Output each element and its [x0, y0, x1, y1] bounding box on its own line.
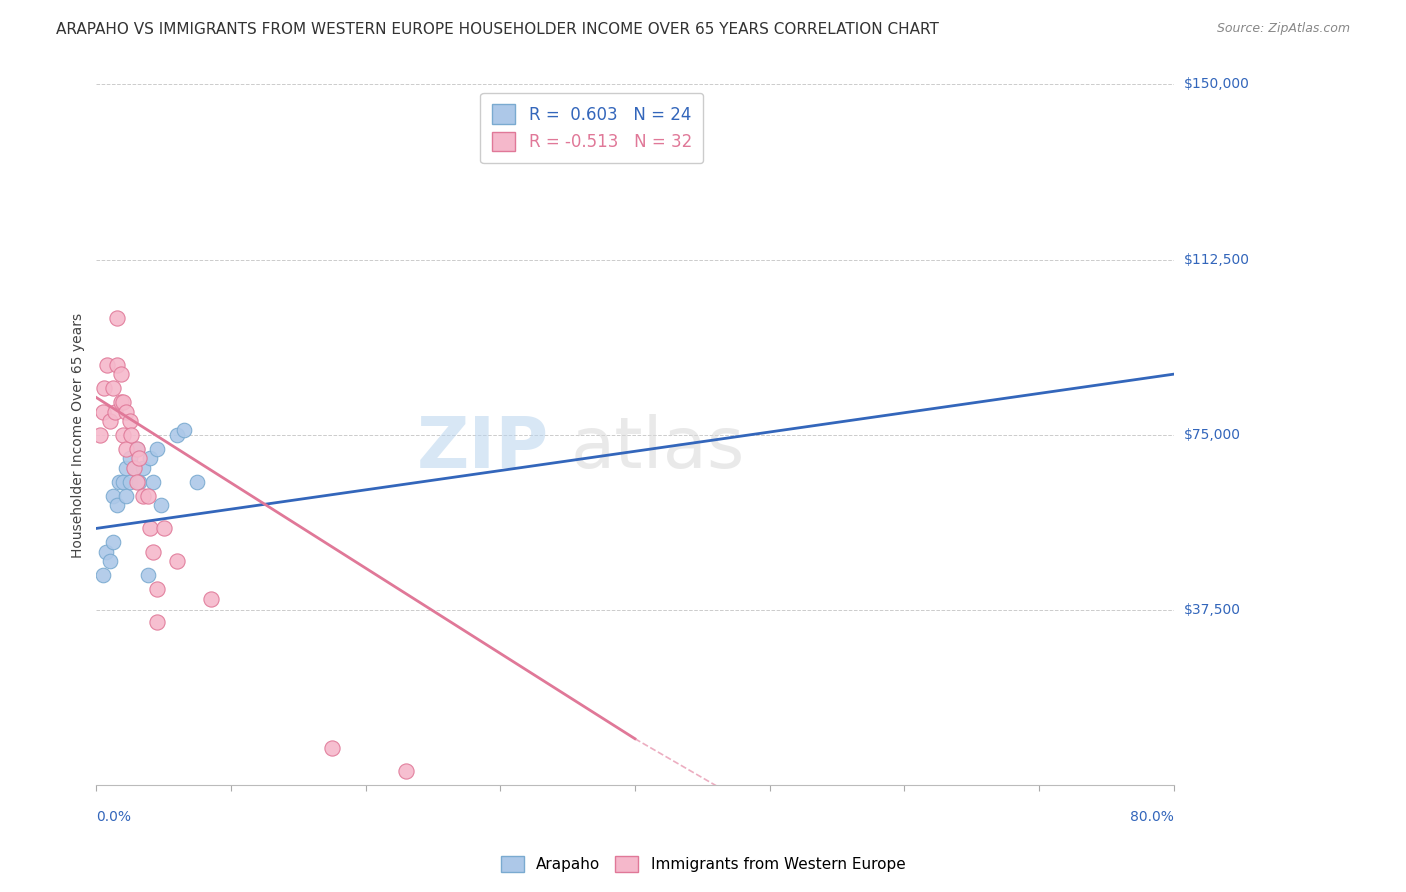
Legend: Arapaho, Immigrants from Western Europe: Arapaho, Immigrants from Western Europe — [494, 848, 912, 880]
Text: $37,500: $37,500 — [1184, 603, 1241, 617]
Point — [166, 428, 188, 442]
Point — [149, 498, 172, 512]
Point — [166, 554, 188, 568]
Point — [101, 381, 124, 395]
Point — [152, 521, 174, 535]
Point — [98, 554, 121, 568]
Point — [146, 615, 169, 629]
Point — [321, 741, 343, 756]
Point — [139, 451, 162, 466]
Point — [125, 442, 148, 456]
Text: ZIP: ZIP — [416, 415, 548, 483]
Point — [105, 498, 128, 512]
Point — [186, 475, 208, 489]
Point — [110, 395, 132, 409]
Text: $75,000: $75,000 — [1184, 428, 1241, 442]
Point — [122, 460, 145, 475]
Point — [115, 404, 138, 418]
Point — [115, 460, 138, 475]
Point — [98, 414, 121, 428]
Point — [101, 535, 124, 549]
Text: ARAPAHO VS IMMIGRANTS FROM WESTERN EUROPE HOUSEHOLDER INCOME OVER 65 YEARS CORRE: ARAPAHO VS IMMIGRANTS FROM WESTERN EUROP… — [56, 22, 939, 37]
Point — [101, 489, 124, 503]
Point — [128, 451, 150, 466]
Point — [105, 358, 128, 372]
Point — [132, 460, 155, 475]
Point — [112, 475, 135, 489]
Point — [142, 475, 165, 489]
Point — [96, 358, 118, 372]
Point — [118, 451, 141, 466]
Point — [91, 568, 114, 582]
Point — [108, 475, 131, 489]
Text: atlas: atlas — [571, 415, 745, 483]
Point — [136, 568, 159, 582]
Legend: R =  0.603   N = 24, R = -0.513   N = 32: R = 0.603 N = 24, R = -0.513 N = 32 — [481, 93, 703, 163]
Text: 80.0%: 80.0% — [1129, 810, 1174, 824]
Point — [112, 395, 135, 409]
Text: 0.0%: 0.0% — [97, 810, 131, 824]
Point — [128, 475, 150, 489]
Point — [146, 442, 169, 456]
Point — [122, 460, 145, 475]
Point — [395, 764, 418, 779]
Point — [125, 475, 148, 489]
Point — [146, 582, 169, 596]
Point — [200, 591, 222, 606]
Point — [115, 442, 138, 456]
Point — [112, 428, 135, 442]
Point — [125, 442, 148, 456]
Point — [118, 414, 141, 428]
Point — [139, 521, 162, 535]
Point — [118, 475, 141, 489]
Point — [104, 404, 127, 418]
Point — [93, 381, 115, 395]
Point — [94, 545, 117, 559]
Text: $112,500: $112,500 — [1184, 252, 1250, 267]
Point — [105, 311, 128, 326]
Y-axis label: Householder Income Over 65 years: Householder Income Over 65 years — [72, 312, 86, 558]
Point — [120, 428, 142, 442]
Point — [136, 489, 159, 503]
Point — [91, 404, 114, 418]
Point — [110, 367, 132, 381]
Point — [142, 545, 165, 559]
Text: $150,000: $150,000 — [1184, 78, 1250, 92]
Point — [89, 428, 111, 442]
Text: Source: ZipAtlas.com: Source: ZipAtlas.com — [1216, 22, 1350, 36]
Point — [132, 489, 155, 503]
Point — [173, 423, 195, 437]
Point — [115, 489, 138, 503]
